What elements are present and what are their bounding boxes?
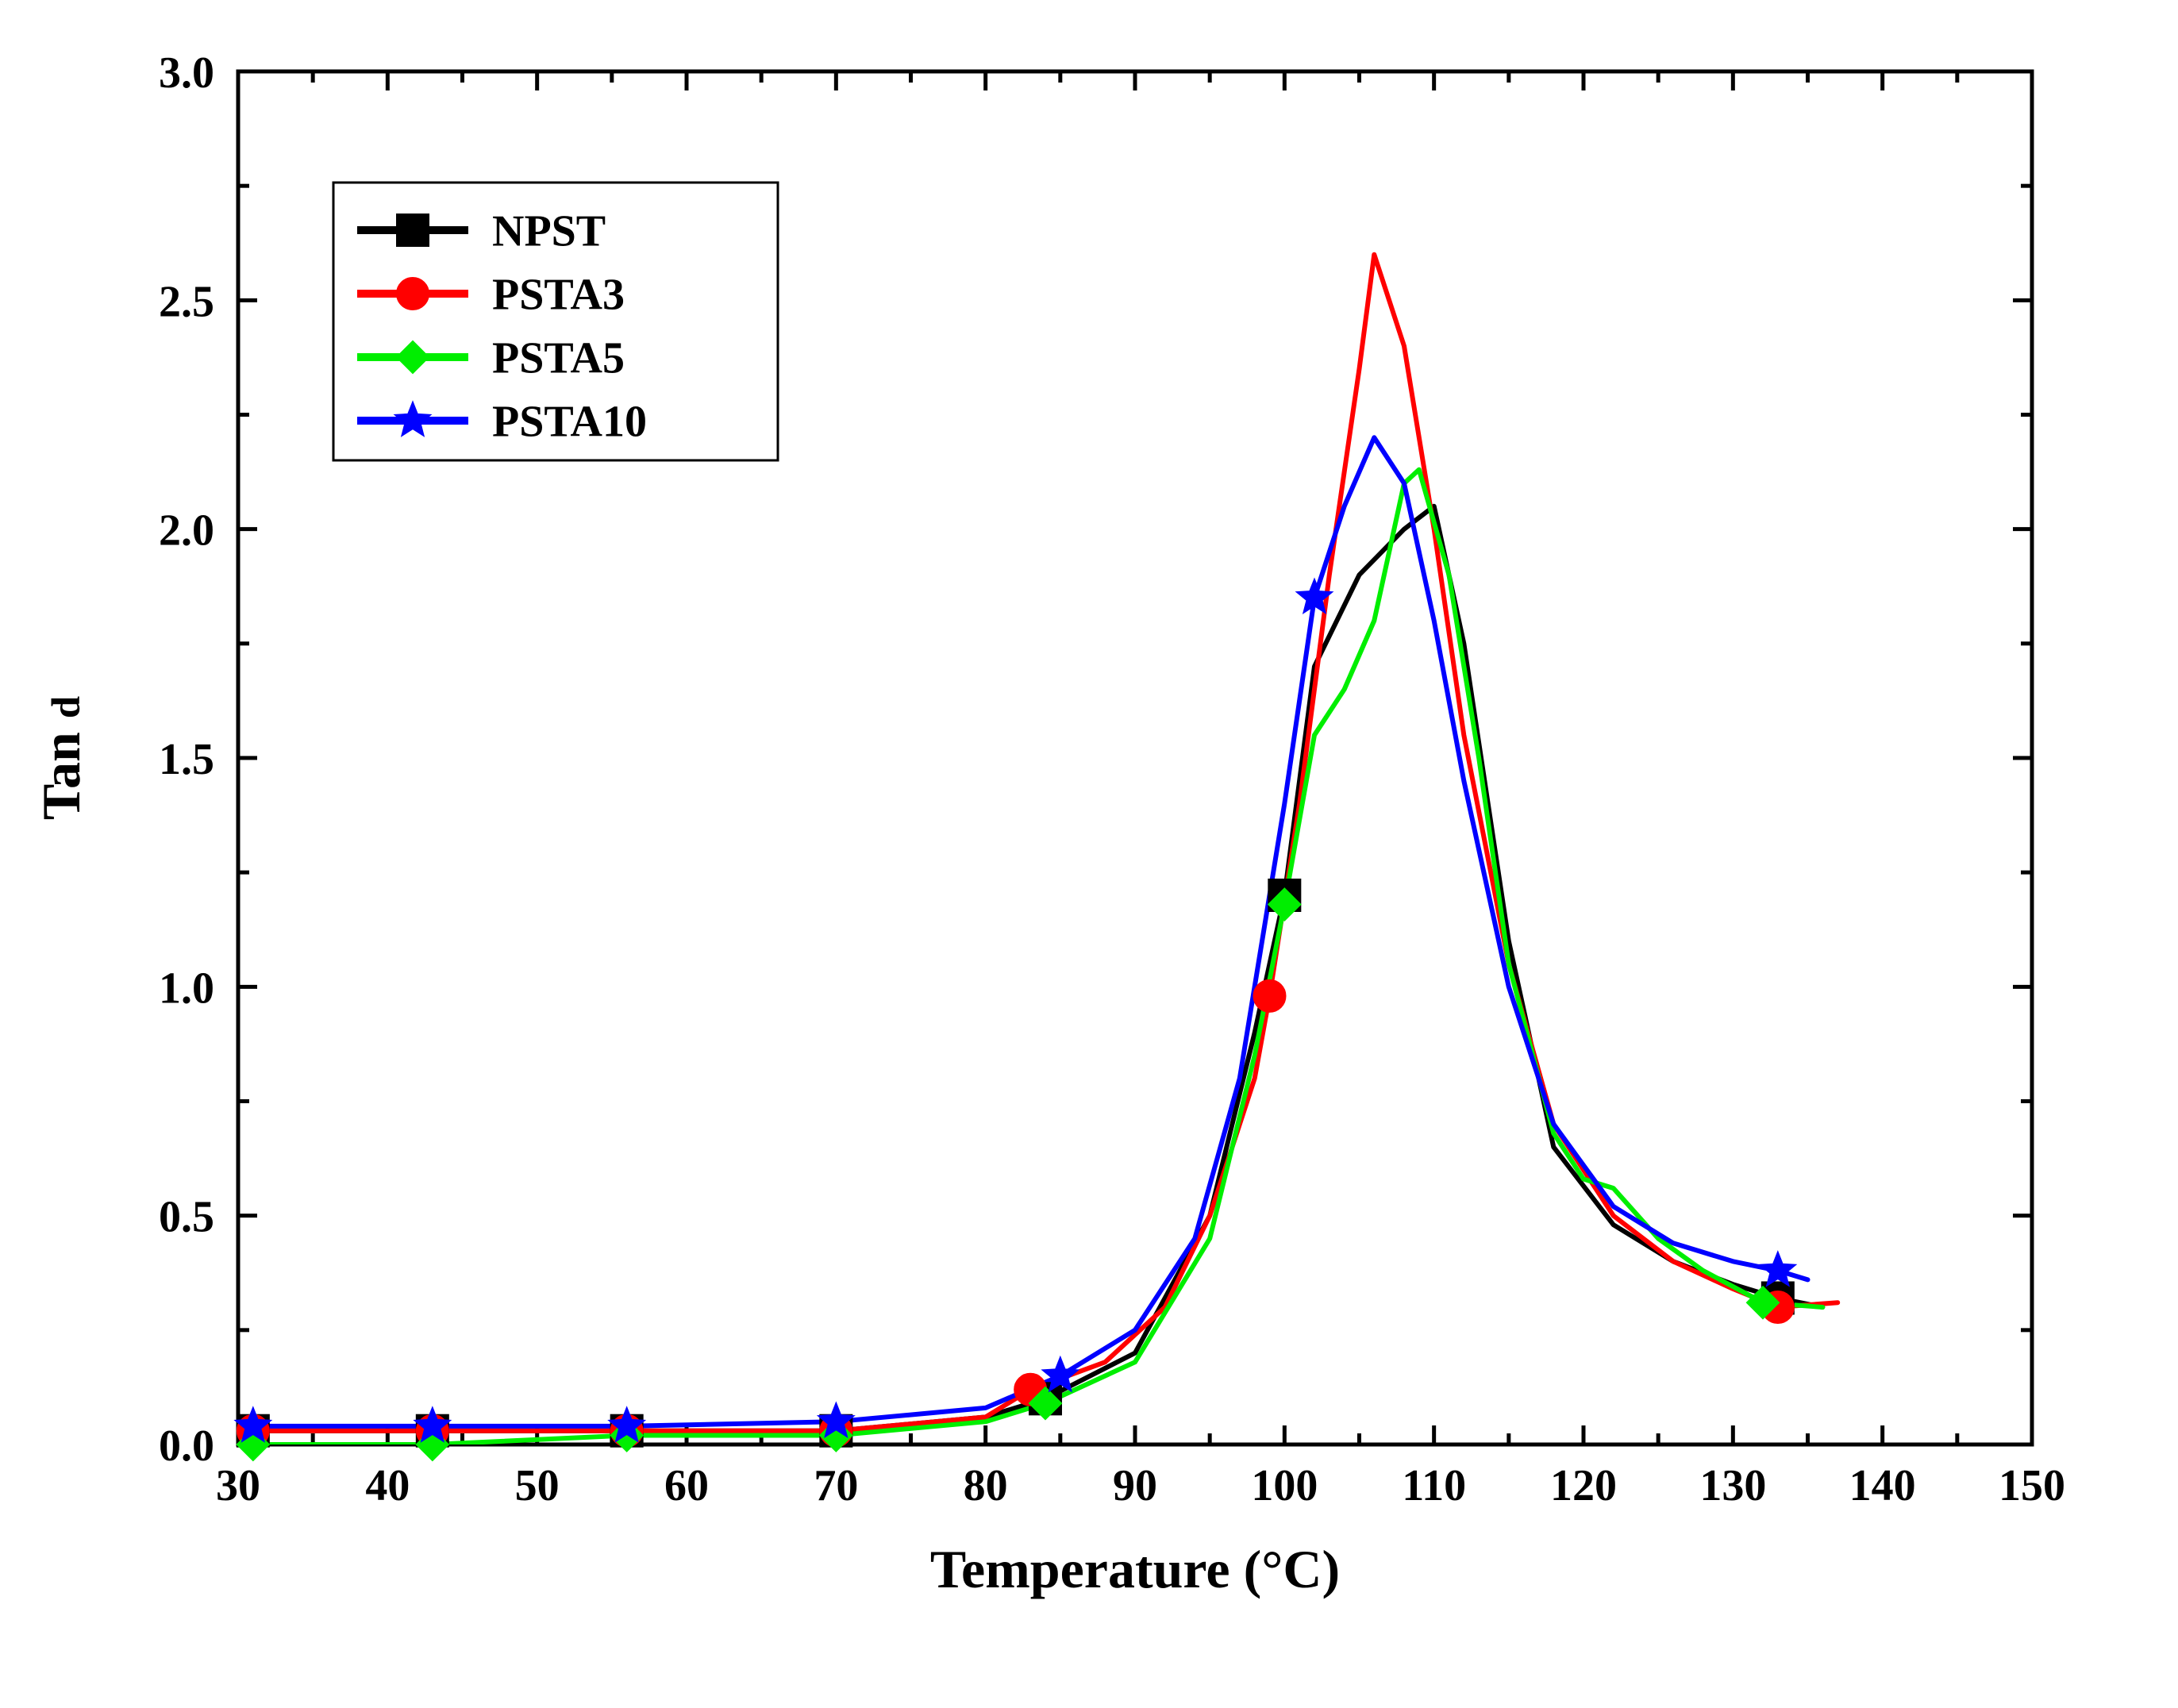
x-tick-label: 60 [664, 1461, 709, 1510]
chart-bg [0, 0, 2178, 1708]
x-tick-label: 110 [1402, 1461, 1466, 1510]
tan-delta-chart: 30 40 50 60 70 80 90 100 110 120 130 140 150 0.0 0.5 1.… [0, 0, 2178, 1708]
legend-item-PSTA3: PSTA3 [492, 271, 625, 320]
x-tick-label: 100 [1251, 1461, 1318, 1510]
legend-item-PSTA10: PSTA10 [492, 398, 647, 447]
legend: NPST PSTA3 PSTA5 PSTA10 [333, 183, 778, 460]
x-tick-label: 80 [964, 1461, 1008, 1510]
legend-item-PSTA5: PSTA5 [492, 334, 625, 383]
y-tick-label: 2.0 [159, 506, 214, 556]
x-tick-label: 140 [1849, 1461, 1916, 1510]
y-tick-label: 0.5 [159, 1193, 214, 1242]
x-tick-label: 30 [216, 1461, 260, 1510]
y-tick-label: 1.0 [159, 964, 214, 1013]
x-tick-label: 70 [814, 1461, 858, 1510]
y-tick-label: 2.5 [159, 277, 214, 326]
x-tick-label: 150 [1999, 1461, 2065, 1510]
x-tick-label: 120 [1550, 1461, 1617, 1510]
y-tick-label: 3.0 [159, 48, 214, 98]
chart-container: 30 40 50 60 70 80 90 100 110 120 130 140 150 0.0 0.5 1.… [0, 0, 2178, 1708]
x-tick-label: 90 [1113, 1461, 1157, 1510]
x-tick-label: 50 [515, 1461, 560, 1510]
y-tick-label: 1.5 [159, 735, 214, 784]
x-axis-label: Temperature (°C) [930, 1539, 1340, 1599]
x-tick-label: 130 [1699, 1461, 1766, 1510]
y-tick-label: 0.0 [159, 1421, 214, 1471]
legend-item-NPST: NPST [492, 207, 606, 256]
x-tick-label: 40 [365, 1461, 410, 1510]
